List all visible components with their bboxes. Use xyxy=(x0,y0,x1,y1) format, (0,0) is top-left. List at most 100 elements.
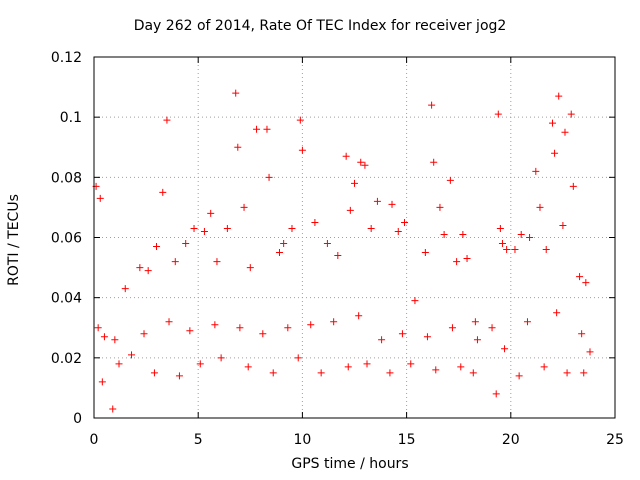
data-point xyxy=(200,227,208,235)
data-point xyxy=(555,92,563,100)
data-point xyxy=(436,203,444,211)
data-point xyxy=(357,158,365,166)
data-point xyxy=(386,369,394,377)
data-point xyxy=(294,354,302,362)
data-point xyxy=(223,224,231,232)
data-point xyxy=(259,330,267,338)
x-tick-label: 20 xyxy=(502,432,520,448)
data-point xyxy=(401,218,409,226)
data-point xyxy=(526,234,534,241)
data-point xyxy=(407,360,415,368)
data-point xyxy=(578,330,586,338)
chart-title: Day 262 of 2014, Rate Of TEC Index for r… xyxy=(133,18,507,34)
data-point xyxy=(136,264,144,272)
data-point xyxy=(517,230,525,238)
data-point xyxy=(351,179,358,187)
data-point xyxy=(523,318,531,326)
data-point xyxy=(553,309,561,317)
data-point xyxy=(140,330,148,338)
axis-ticks: 0 0.02 0.04 0.06 0.08 0.1 0.12 0 5 10 15 20 25 xyxy=(51,50,624,448)
data-point xyxy=(459,230,467,238)
data-point xyxy=(171,258,179,266)
data-point xyxy=(453,258,461,266)
data-point xyxy=(236,324,244,332)
data-point xyxy=(100,333,108,341)
grid-lines xyxy=(94,57,615,418)
x-axis-label: GPS time / hours xyxy=(291,456,409,472)
data-point xyxy=(363,360,371,368)
x-tick-label: 25 xyxy=(606,432,624,448)
data-point xyxy=(569,182,577,190)
data-point xyxy=(307,321,315,329)
data-point xyxy=(296,116,304,124)
data-point xyxy=(121,285,129,293)
data-point xyxy=(515,372,523,380)
data-point xyxy=(111,336,119,344)
data-point xyxy=(94,324,102,332)
data-point xyxy=(232,89,240,97)
data-point xyxy=(175,372,183,380)
data-point xyxy=(373,197,381,205)
data-points xyxy=(92,89,594,413)
data-point xyxy=(361,161,369,169)
data-point xyxy=(275,249,283,257)
data-point xyxy=(567,110,575,118)
data-point xyxy=(492,390,500,398)
data-point xyxy=(355,312,363,320)
data-point xyxy=(378,336,386,344)
data-point xyxy=(244,363,252,371)
data-point xyxy=(411,297,419,305)
y-tick-label: 0 xyxy=(73,411,82,427)
data-point xyxy=(211,321,219,329)
data-point xyxy=(388,200,396,208)
data-point xyxy=(394,227,402,235)
data-point xyxy=(98,378,106,386)
data-point xyxy=(580,369,588,377)
data-point xyxy=(488,324,496,332)
data-point xyxy=(280,240,288,248)
data-point xyxy=(240,203,248,211)
x-tick-label: 5 xyxy=(194,432,203,448)
data-point xyxy=(288,224,296,232)
data-point xyxy=(563,369,571,377)
data-point xyxy=(448,324,456,332)
x-tick-label: 15 xyxy=(398,432,416,448)
data-point xyxy=(323,240,331,248)
data-point xyxy=(440,230,448,238)
data-point xyxy=(498,240,506,248)
data-point xyxy=(263,125,271,133)
data-point xyxy=(473,336,481,344)
data-point xyxy=(109,405,117,413)
data-point xyxy=(398,330,406,338)
data-point xyxy=(532,167,540,175)
data-point xyxy=(207,209,215,217)
data-point xyxy=(190,224,198,232)
data-point xyxy=(501,345,509,353)
y-tick-label: 0.06 xyxy=(51,231,82,247)
data-point xyxy=(446,176,454,184)
data-point xyxy=(536,203,544,211)
data-point xyxy=(186,327,194,335)
data-point xyxy=(213,258,221,266)
y-tick-label: 0.02 xyxy=(51,351,82,367)
data-point xyxy=(469,369,477,377)
data-point xyxy=(548,119,556,127)
data-point xyxy=(269,369,277,377)
data-point xyxy=(165,318,173,326)
data-point xyxy=(150,369,158,377)
data-point xyxy=(284,324,292,332)
y-tick-label: 0.04 xyxy=(51,291,82,307)
data-point xyxy=(317,369,325,377)
data-point xyxy=(582,279,590,287)
y-tick-label: 0.1 xyxy=(60,110,82,126)
data-point xyxy=(115,360,123,368)
data-point xyxy=(576,273,584,281)
data-point xyxy=(246,264,254,272)
data-point xyxy=(342,152,350,160)
data-point xyxy=(182,240,190,248)
data-point xyxy=(542,246,550,254)
data-point xyxy=(503,246,511,254)
x-tick-label: 10 xyxy=(293,432,311,448)
data-point xyxy=(432,366,440,374)
